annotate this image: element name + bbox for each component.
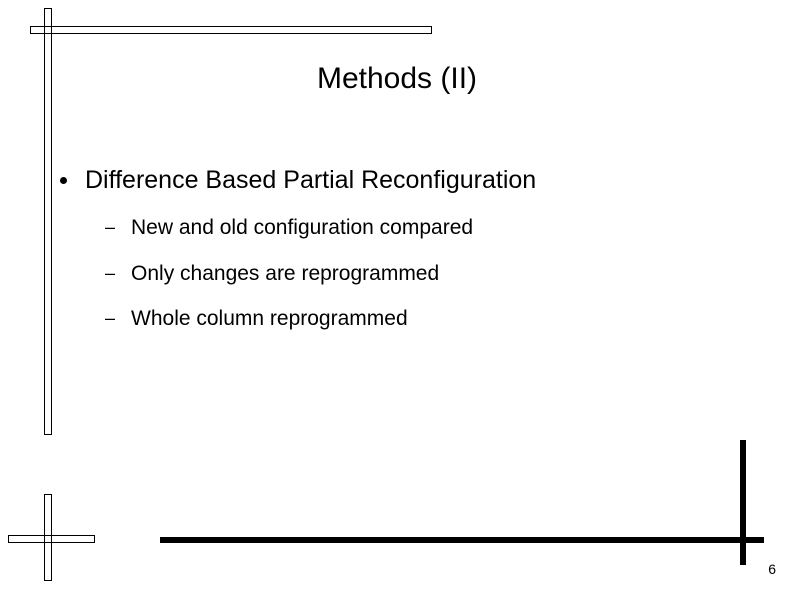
sub-bullet-item: – Only changes are reprogrammed — [105, 260, 734, 287]
bullet-text: Difference Based Partial Reconfiguration — [85, 165, 536, 196]
dash-icon: – — [105, 308, 115, 329]
sub-bullet-item: – Whole column reprogrammed — [105, 305, 734, 332]
decor-bottomleft-vertical — [44, 494, 52, 581]
decor-bottom-horizontal — [160, 537, 764, 543]
bullet-disc-icon — [60, 177, 67, 184]
decor-bottom-vertical — [740, 440, 746, 565]
content-area: Difference Based Partial Reconfiguration… — [60, 165, 734, 350]
bullet-item: Difference Based Partial Reconfiguration — [60, 165, 734, 196]
page-number: 6 — [768, 561, 776, 577]
slide-title: Methods (II) — [0, 62, 794, 96]
decor-top-horizontal — [30, 26, 432, 34]
sub-bullet-item: – New and old configuration compared — [105, 214, 734, 241]
sub-bullet-text: New and old configuration compared — [131, 214, 473, 241]
dash-icon: – — [105, 263, 115, 284]
sub-bullet-text: Whole column reprogrammed — [131, 305, 408, 332]
slide: Methods (II) Difference Based Partial Re… — [0, 0, 794, 595]
sub-bullet-text: Only changes are reprogrammed — [131, 260, 439, 287]
dash-icon: – — [105, 217, 115, 238]
